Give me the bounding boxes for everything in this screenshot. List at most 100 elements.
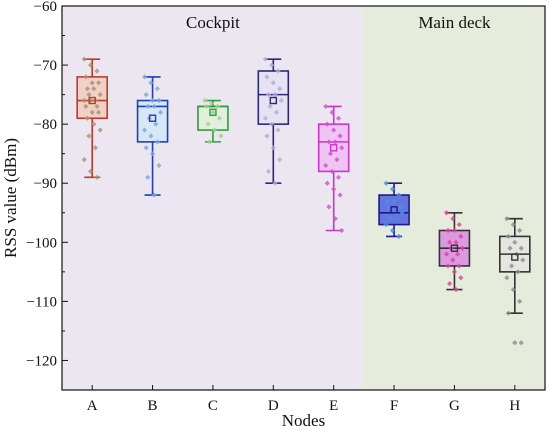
data-point: [95, 80, 102, 86]
data-point: [262, 115, 268, 121]
data-point: [265, 92, 272, 98]
data-point: [272, 180, 278, 186]
data-point: [337, 133, 343, 139]
x-axis: A B C D E F G H: [87, 385, 520, 414]
data-point: [94, 174, 100, 180]
data-point: [149, 151, 156, 157]
box-B: [136, 74, 169, 198]
data-point: [510, 286, 516, 293]
data-point: [265, 168, 272, 175]
data-point: [505, 310, 512, 316]
data-point: [273, 109, 280, 115]
data-point: [156, 97, 162, 104]
y-tick-label: −90: [34, 176, 57, 192]
mean-marker: [148, 114, 157, 122]
data-point: [83, 74, 89, 80]
data-point: [332, 216, 338, 222]
data-point: [518, 340, 524, 346]
data-point: [210, 109, 216, 115]
data-point: [389, 186, 396, 192]
y-tick-label: −100: [26, 235, 57, 251]
data-point: [81, 157, 87, 163]
data-point: [151, 103, 157, 110]
y-tick-label: −60: [34, 0, 57, 15]
mean-marker: [511, 253, 519, 261]
y-tick-label: −120: [26, 353, 57, 369]
data-point: [458, 233, 464, 239]
box-A: [76, 56, 108, 180]
data-point: [339, 145, 345, 151]
data-point: [269, 121, 275, 127]
data-point: [331, 186, 337, 192]
data-point: [329, 109, 335, 115]
data-point: [81, 97, 87, 104]
data-point: [278, 97, 284, 104]
data-point: [275, 127, 281, 133]
data-point: [95, 109, 102, 115]
region-backgrounds: Cockpit Main deck: [62, 6, 545, 390]
x-tick-label: D: [268, 398, 279, 414]
data-point: [323, 162, 329, 169]
data-point: [396, 192, 402, 198]
x-tick-label: A: [87, 398, 98, 414]
data-point: [83, 103, 89, 110]
data-point: [504, 275, 510, 281]
data-point: [458, 275, 464, 281]
data-point: [154, 139, 160, 145]
mean-marker: [390, 206, 398, 214]
data-point: [91, 86, 97, 92]
data-point: [505, 233, 512, 239]
data-point: [451, 269, 458, 275]
data-point: [141, 74, 148, 80]
data-point: [264, 133, 270, 139]
data-point: [270, 145, 276, 151]
plot-frame: [61, 5, 546, 391]
data-point: [143, 92, 149, 98]
data-point: [92, 145, 98, 151]
data-point: [141, 127, 148, 133]
data-point: [202, 97, 208, 104]
data-point: [94, 68, 100, 74]
box-E: [317, 103, 350, 234]
data-point: [323, 103, 329, 110]
data-point: [81, 56, 87, 62]
data-point: [456, 263, 462, 269]
data-point: [504, 216, 510, 222]
data-point: [91, 121, 97, 127]
data-point: [453, 239, 459, 245]
data-point: [443, 210, 450, 216]
data-point: [383, 180, 389, 186]
data-point: [443, 251, 450, 257]
y-tick-label: −110: [27, 294, 57, 310]
data-point: [154, 86, 160, 92]
data-point: [450, 216, 456, 222]
data-point: [275, 68, 281, 74]
data-point: [445, 227, 451, 234]
mean-marker: [88, 96, 96, 105]
data-point: [399, 210, 405, 216]
x-axis-label: Nodes: [282, 411, 325, 430]
x-tick-label: B: [148, 398, 158, 414]
data-point: [149, 97, 156, 104]
box-F: [378, 180, 410, 239]
data-point: [84, 115, 90, 121]
data-point: [324, 180, 330, 186]
data-point: [450, 257, 456, 263]
data-point: [518, 245, 524, 251]
data-point: [459, 245, 466, 251]
mean-marker: [269, 96, 278, 105]
y-axis-label: RSS value (dBm): [1, 138, 20, 258]
data-point: [86, 92, 92, 98]
x-tick-label: F: [390, 398, 398, 414]
data-point: [203, 103, 210, 110]
data-point: [205, 121, 211, 127]
x-tick-label: G: [449, 398, 460, 414]
data-point: [89, 109, 95, 115]
data-point: [211, 127, 218, 133]
data-point: [337, 192, 343, 198]
data-point: [327, 151, 334, 157]
data-point: [335, 174, 342, 180]
box-C: [197, 97, 229, 145]
data-point: [264, 74, 270, 80]
data-point: [218, 133, 224, 139]
